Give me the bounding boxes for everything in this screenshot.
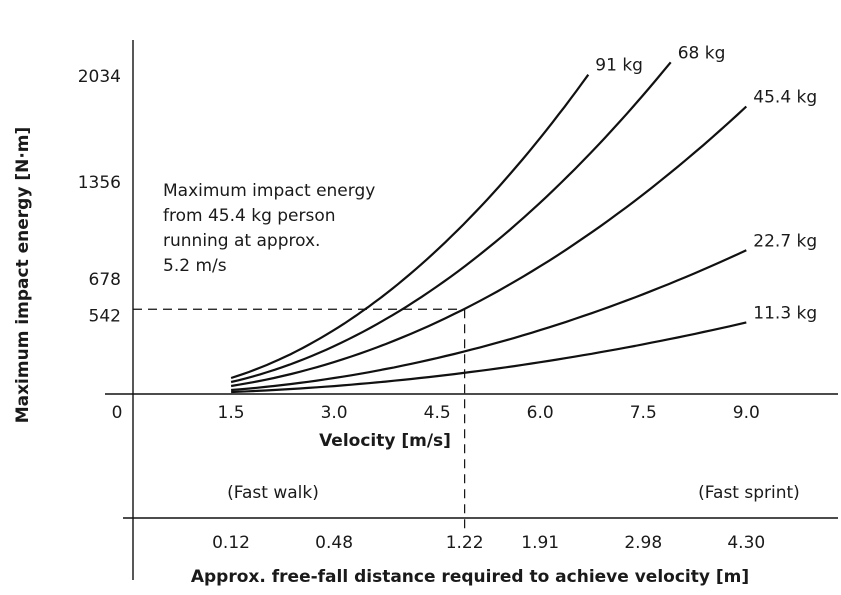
x-tick-label: 0 xyxy=(112,403,123,423)
annotation-line: from 45.4 kg person xyxy=(163,206,336,226)
series-label: 68 kg xyxy=(678,43,726,63)
curve-68-kg xyxy=(230,61,672,384)
x-tick-label: 7.5 xyxy=(630,403,657,423)
region-label-fast-sprint: (Fast sprint) xyxy=(698,483,800,503)
x-tick-label: 3.0 xyxy=(321,403,348,423)
axes xyxy=(105,40,838,580)
annotation-line: Maximum impact energy xyxy=(163,181,375,201)
x-tick-label: 4.5 xyxy=(424,403,451,423)
x2-tick-label: 0.48 xyxy=(315,533,353,553)
chart-labels: 2034 1356 678 542 0 1.5 3.0 4.5 6.0 7.5 9.0 Velocit… xyxy=(13,43,817,587)
y-axis-title: Maximum impact energy [N·m] xyxy=(13,127,33,424)
x-tick-label: 6.0 xyxy=(527,403,554,423)
series-label: 45.4 kg xyxy=(753,88,817,108)
y-tick-label: 542 xyxy=(89,306,121,326)
y-tick-label: 678 xyxy=(89,270,121,290)
y-tick-label: 1356 xyxy=(78,173,121,193)
curve-45-4-kg xyxy=(230,105,748,388)
y-tick-label: 2034 xyxy=(78,67,121,87)
x2-tick-label: 4.30 xyxy=(727,533,765,553)
series-label: 91 kg xyxy=(595,56,643,76)
x-tick-label: 9.0 xyxy=(733,403,760,423)
region-label-fast-walk: (Fast walk) xyxy=(227,483,319,503)
curve-22-7-kg xyxy=(231,249,747,392)
x2-axis-title: Approx. free-fall distance required to a… xyxy=(191,567,749,587)
x2-tick-label: 2.98 xyxy=(624,533,662,553)
x-axis-title: Velocity [m/s] xyxy=(319,431,451,451)
annotation-line: running at approx. xyxy=(163,231,320,251)
curve-91-kg xyxy=(230,74,590,380)
series-label: 11.3 kg xyxy=(753,303,817,323)
annotation-line: 5.2 m/s xyxy=(163,256,227,276)
x2-tick-label: 1.22 xyxy=(446,533,484,553)
energy-curves xyxy=(230,61,748,394)
x-tick-label: 1.5 xyxy=(218,403,245,423)
guide-lines xyxy=(133,308,466,530)
x2-tick-label: 1.91 xyxy=(521,533,559,553)
series-label: 22.7 kg xyxy=(753,231,817,251)
x2-tick-label: 0.12 xyxy=(212,533,250,553)
curve-11-3-kg xyxy=(231,321,747,394)
